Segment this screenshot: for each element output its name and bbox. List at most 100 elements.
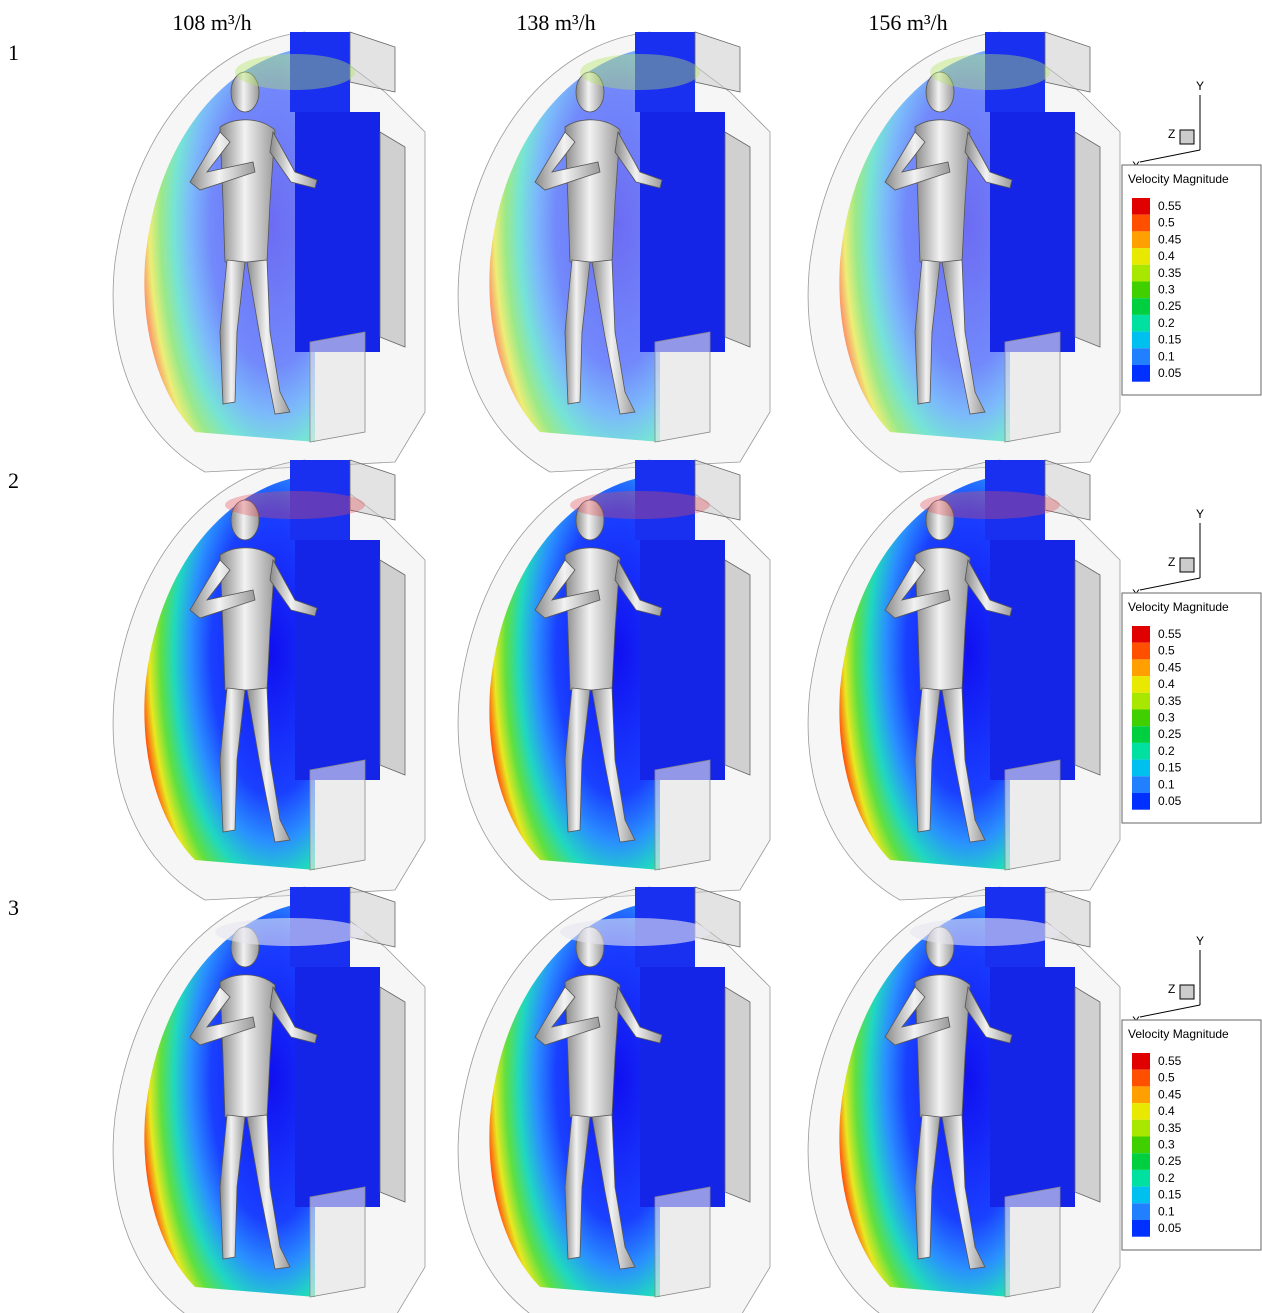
column-header: 108 m³/h bbox=[172, 10, 251, 35]
vent-panel bbox=[725, 132, 750, 347]
simulation-panel bbox=[808, 32, 1120, 472]
legend-level: 0.25 bbox=[1158, 727, 1182, 741]
legend-level: 0.4 bbox=[1158, 677, 1175, 691]
legend-swatch bbox=[1132, 776, 1150, 793]
legend-swatch bbox=[1132, 1103, 1150, 1120]
legend-level: 0.25 bbox=[1158, 299, 1182, 313]
velocity-plane bbox=[295, 540, 380, 780]
legend-swatch bbox=[1132, 626, 1150, 643]
legend-swatch bbox=[1132, 726, 1150, 743]
legend-level: 0.3 bbox=[1158, 283, 1175, 297]
velocity-plane bbox=[990, 540, 1075, 780]
legend-level: 0.4 bbox=[1158, 1104, 1175, 1118]
column-header: 156 m³/h bbox=[868, 10, 947, 35]
isosurface bbox=[570, 491, 710, 519]
legend-title: Velocity Magnitude bbox=[1128, 1027, 1229, 1041]
legend-swatch bbox=[1132, 760, 1150, 777]
legend-level: 0.3 bbox=[1158, 711, 1175, 725]
legend-level: 0.55 bbox=[1158, 1054, 1182, 1068]
legend-swatch bbox=[1132, 793, 1150, 810]
isosurface bbox=[930, 54, 1050, 90]
legend-swatch bbox=[1132, 265, 1150, 282]
isosurface bbox=[235, 54, 355, 90]
legend-swatch bbox=[1132, 1137, 1150, 1154]
column-header: 138 m³/h bbox=[516, 10, 595, 35]
legend-level: 0.05 bbox=[1158, 1221, 1182, 1235]
isosurface bbox=[225, 491, 365, 519]
legend-level: 0.1 bbox=[1158, 1204, 1175, 1218]
seat-box bbox=[310, 1187, 365, 1297]
simulation-panel bbox=[113, 887, 425, 1313]
legend-level: 0.3 bbox=[1158, 1138, 1175, 1152]
row-label: 1 bbox=[8, 40, 19, 65]
axis-cube bbox=[1180, 130, 1194, 144]
legend-level: 0.4 bbox=[1158, 249, 1175, 263]
legend-swatch bbox=[1132, 1120, 1150, 1137]
legend-swatch bbox=[1132, 1220, 1150, 1237]
legend-level: 0.15 bbox=[1158, 333, 1182, 347]
isosurface bbox=[580, 54, 700, 90]
isosurface bbox=[920, 491, 1060, 519]
legend-swatch bbox=[1132, 1070, 1150, 1087]
vent-panel bbox=[695, 32, 740, 92]
legend-swatch bbox=[1132, 282, 1150, 299]
velocity-plane bbox=[295, 967, 380, 1207]
legend-swatch bbox=[1132, 298, 1150, 315]
vent-panel bbox=[725, 987, 750, 1202]
seat-box bbox=[1005, 760, 1060, 870]
velocity-plane bbox=[640, 112, 725, 352]
row-label: 3 bbox=[8, 895, 19, 920]
legend-swatch bbox=[1132, 332, 1150, 349]
legend-level: 0.2 bbox=[1158, 316, 1175, 330]
row-label: 2 bbox=[8, 468, 19, 493]
legend-level: 0.35 bbox=[1158, 1121, 1182, 1135]
axis-x bbox=[1140, 150, 1200, 162]
legend-swatch bbox=[1132, 365, 1150, 382]
legend-level: 0.35 bbox=[1158, 694, 1182, 708]
legend-swatch bbox=[1132, 215, 1150, 232]
legend-level: 0.2 bbox=[1158, 744, 1175, 758]
seat-box bbox=[310, 760, 365, 870]
vent-panel bbox=[1075, 987, 1100, 1202]
legend-level: 0.45 bbox=[1158, 232, 1182, 246]
legend-swatch bbox=[1132, 1153, 1150, 1170]
isosurface bbox=[560, 918, 710, 946]
axis-label: Y bbox=[1196, 79, 1204, 93]
legend-swatch bbox=[1132, 231, 1150, 248]
velocity-plane bbox=[990, 967, 1075, 1207]
legend-swatch bbox=[1132, 1203, 1150, 1220]
legend-swatch bbox=[1132, 643, 1150, 660]
vent-panel bbox=[1075, 560, 1100, 775]
legend-level: 0.1 bbox=[1158, 349, 1175, 363]
velocity-plane bbox=[640, 967, 725, 1207]
seat-box bbox=[655, 332, 710, 442]
seat-box bbox=[1005, 1187, 1060, 1297]
seat-box bbox=[310, 332, 365, 442]
vent-panel bbox=[380, 987, 405, 1202]
vent-panel bbox=[1045, 32, 1090, 92]
figure: 108 m³/h138 m³/h156 m³/h1YZXVelocity Mag… bbox=[0, 0, 1262, 1313]
legend-swatch bbox=[1132, 659, 1150, 676]
legend-level: 0.25 bbox=[1158, 1154, 1182, 1168]
isosurface bbox=[910, 918, 1060, 946]
axis-label: Y bbox=[1196, 507, 1204, 521]
legend-level: 0.15 bbox=[1158, 1188, 1182, 1202]
legend-level: 0.5 bbox=[1158, 1071, 1175, 1085]
velocity-plane bbox=[990, 112, 1075, 352]
legend-level: 0.05 bbox=[1158, 794, 1182, 808]
vent-panel bbox=[380, 560, 405, 775]
axis-cube bbox=[1180, 985, 1194, 999]
legend-level: 0.05 bbox=[1158, 366, 1182, 380]
legend-swatch bbox=[1132, 1086, 1150, 1103]
vent-panel bbox=[725, 560, 750, 775]
legend-swatch bbox=[1132, 198, 1150, 215]
axis-label: Z bbox=[1168, 127, 1175, 141]
legend-swatch bbox=[1132, 348, 1150, 365]
axis-x bbox=[1140, 1005, 1200, 1017]
seat-box bbox=[655, 1187, 710, 1297]
simulation-panel bbox=[808, 887, 1120, 1313]
legend-swatch bbox=[1132, 676, 1150, 693]
vent-panel bbox=[1075, 132, 1100, 347]
vent-panel bbox=[350, 32, 395, 92]
velocity-plane bbox=[640, 540, 725, 780]
